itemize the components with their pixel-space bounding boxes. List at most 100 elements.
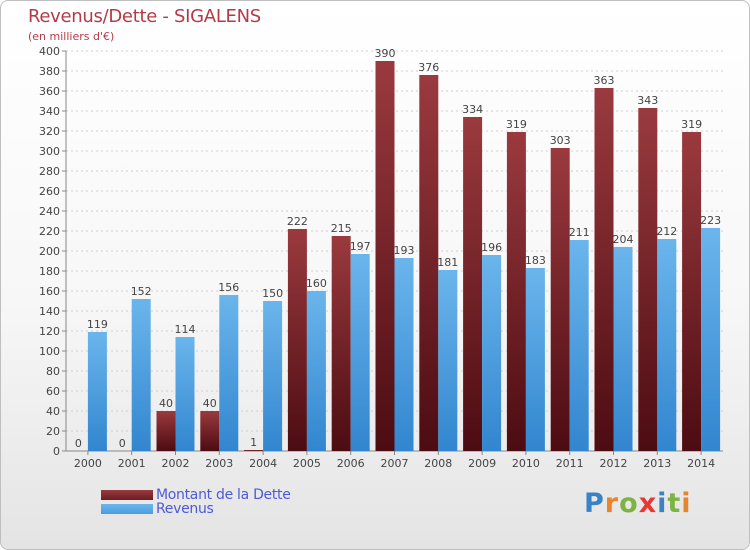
- bar-revenus: [263, 301, 283, 451]
- value-label-revenus: 183: [525, 254, 546, 267]
- logo-letter: r: [604, 488, 620, 519]
- value-label-revenus: 223: [700, 214, 721, 227]
- chart-title: Revenus/Dette - SIGALENS: [28, 6, 261, 27]
- value-label-dette: 376: [418, 61, 439, 74]
- x-tick-label: 2003: [205, 457, 233, 470]
- bar-dette: [331, 236, 351, 451]
- bar-revenus: [394, 258, 414, 451]
- bar-revenus: [131, 299, 151, 451]
- value-label-dette: 319: [506, 118, 527, 131]
- x-tick-label: 2008: [424, 457, 452, 470]
- chart-subtitle: (en milliers d'€): [28, 30, 115, 43]
- value-label-dette: 343: [637, 94, 658, 107]
- bar-dette: [594, 88, 614, 451]
- y-tick-label: 160: [39, 285, 60, 298]
- bar-revenus: [350, 254, 370, 451]
- value-label-revenus: 212: [656, 225, 677, 238]
- x-tick-label: 2013: [643, 457, 671, 470]
- y-tick-label: 180: [39, 265, 60, 278]
- legend-swatch-revenus: [101, 504, 153, 514]
- y-tick-label: 120: [39, 325, 60, 338]
- y-tick-label: 100: [39, 345, 60, 358]
- y-tick-label: 260: [39, 185, 60, 198]
- bar-dette: [550, 148, 570, 451]
- bar-revenus: [306, 291, 326, 451]
- bar-revenus: [569, 240, 589, 451]
- value-label-revenus: 204: [613, 233, 634, 246]
- bar-revenus: [701, 228, 721, 451]
- y-tick-label: 220: [39, 225, 60, 238]
- value-label-dette: 1: [250, 436, 257, 449]
- value-label-revenus: 150: [262, 287, 283, 300]
- x-tick-label: 2009: [468, 457, 496, 470]
- y-tick-label: 200: [39, 245, 60, 258]
- y-tick-label: 360: [39, 85, 60, 98]
- value-label-revenus: 197: [350, 240, 371, 253]
- y-tick-label: 0: [53, 445, 60, 458]
- value-label-revenus: 193: [394, 244, 415, 257]
- x-tick-label: 2014: [687, 457, 715, 470]
- x-tick-label: 2011: [556, 457, 584, 470]
- bar-dette: [244, 450, 264, 451]
- value-label-dette: 215: [331, 222, 352, 235]
- bar-dette: [682, 132, 702, 451]
- value-label-dette: 0: [75, 437, 82, 450]
- value-label-dette: 0: [119, 437, 126, 450]
- bar-revenus: [657, 239, 677, 451]
- y-tick-label: 80: [46, 365, 60, 378]
- value-label-dette: 390: [375, 47, 396, 60]
- logo-letter: i: [657, 488, 668, 519]
- y-tick-label: 380: [39, 65, 60, 78]
- bar-revenus: [482, 255, 502, 451]
- x-tick-label: 2004: [249, 457, 277, 470]
- y-tick-label: 20: [46, 425, 60, 438]
- bar-revenus: [438, 270, 458, 451]
- y-tick-label: 400: [39, 45, 60, 58]
- y-tick-label: 320: [39, 125, 60, 138]
- value-label-revenus: 181: [437, 256, 458, 269]
- x-tick-label: 2007: [381, 457, 409, 470]
- x-tick-label: 2000: [74, 457, 102, 470]
- legend-label-revenus: Revenus: [156, 501, 214, 517]
- bar-dette: [638, 108, 658, 451]
- bar-revenus: [525, 268, 545, 451]
- value-label-revenus: 152: [131, 285, 152, 298]
- y-tick-label: 60: [46, 385, 60, 398]
- logo-letter: i: [681, 488, 692, 519]
- value-label-revenus: 156: [218, 281, 239, 294]
- value-label-dette: 40: [203, 397, 217, 410]
- y-tick-label: 280: [39, 165, 60, 178]
- value-label-revenus: 160: [306, 277, 327, 290]
- value-label-dette: 363: [594, 74, 615, 87]
- bar-dette: [287, 229, 307, 451]
- value-label-dette: 40: [159, 397, 173, 410]
- legend-label-dette: Montant de la Dette: [156, 487, 291, 503]
- y-tick-label: 340: [39, 105, 60, 118]
- logo-letter: x: [638, 488, 658, 519]
- bar-revenus: [87, 332, 107, 451]
- value-label-revenus: 211: [569, 226, 590, 239]
- legend-item-revenus: Revenus: [101, 501, 214, 517]
- bar-dette: [156, 411, 176, 451]
- y-tick-label: 140: [39, 305, 60, 318]
- y-tick-label: 300: [39, 145, 60, 158]
- bar-dette: [463, 117, 483, 451]
- value-label-dette: 334: [462, 103, 483, 116]
- y-tick-label: 240: [39, 205, 60, 218]
- logo-letter: P: [584, 488, 605, 519]
- logo-letter: o: [619, 488, 639, 519]
- legend-swatch-dette: [101, 490, 153, 500]
- y-tick-label: 40: [46, 405, 60, 418]
- bar-revenus: [219, 295, 239, 451]
- logo-letter: t: [667, 488, 682, 519]
- bar-dette: [506, 132, 526, 451]
- value-label-revenus: 196: [481, 241, 502, 254]
- value-label-revenus: 114: [175, 323, 196, 336]
- proxiti-logo: Proxiti: [584, 488, 692, 519]
- bar-dette: [419, 75, 439, 451]
- value-label-dette: 319: [681, 118, 702, 131]
- bar-revenus: [613, 247, 633, 451]
- x-tick-label: 2006: [337, 457, 365, 470]
